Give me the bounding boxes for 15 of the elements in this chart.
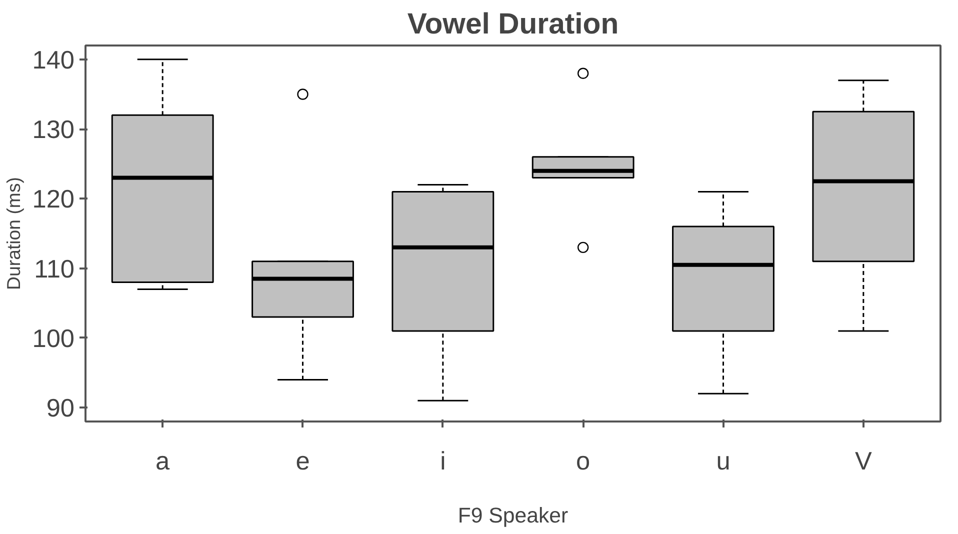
y-tick-label: 140: [32, 46, 75, 74]
x-tick-label: V: [854, 448, 872, 476]
x-axis-title: F9 Speaker: [458, 504, 568, 528]
y-axis-title: Duration (ms): [3, 176, 24, 290]
y-tick-label: 90: [46, 394, 75, 423]
x-tick-label: e: [296, 448, 310, 476]
y-tick-label: 130: [32, 116, 75, 144]
y-tick-label: 120: [32, 186, 75, 214]
x-tick-label: a: [156, 448, 171, 476]
y-tick-label: 110: [34, 255, 75, 284]
y-tick-label: 100: [32, 324, 75, 353]
x-tick-label: o: [576, 448, 590, 476]
x-tick-label: i: [440, 448, 446, 476]
x-tick-label: u: [716, 448, 730, 476]
chart-title: Vowel Duration: [407, 8, 619, 40]
